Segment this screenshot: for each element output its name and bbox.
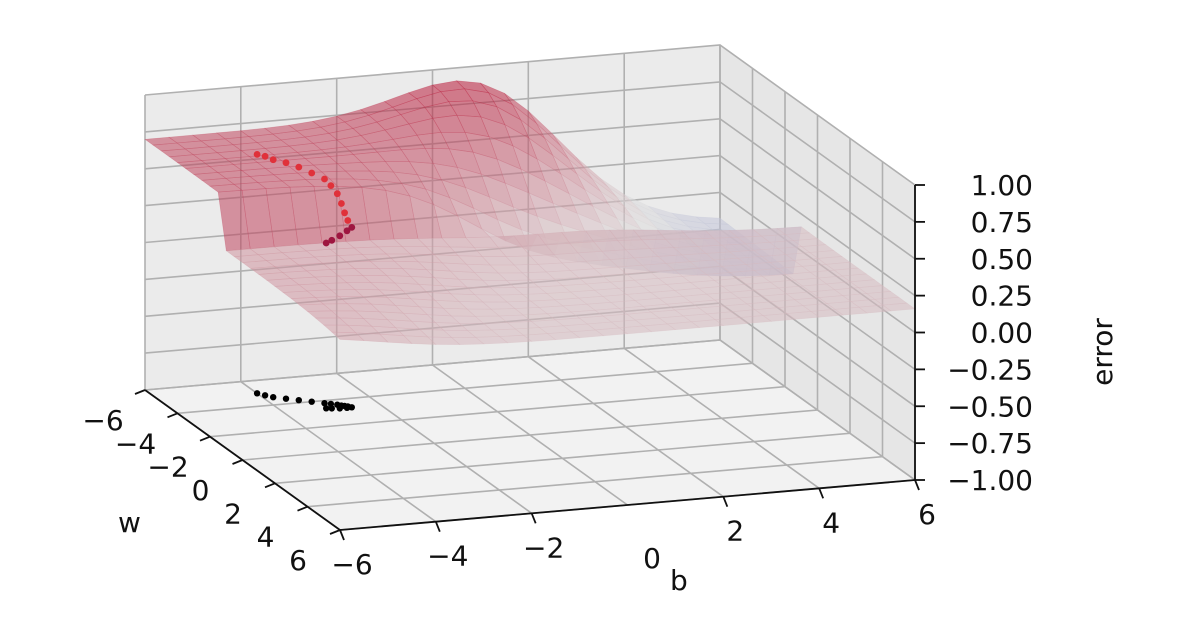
b-tick-label: −4 — [427, 540, 468, 573]
path-point — [343, 227, 351, 235]
z-tick-label: −0.50 — [947, 390, 1033, 423]
z-tick-label: 0.25 — [971, 280, 1033, 313]
z-tick-label: 0.50 — [971, 243, 1033, 276]
b-tick — [434, 521, 441, 533]
descent-path — [253, 151, 356, 247]
w-tick-label: 4 — [257, 521, 275, 554]
w-tick-label: 6 — [289, 544, 307, 577]
w-tick-label: −4 — [115, 427, 156, 460]
surface-patch — [666, 321, 701, 331]
gridline-z — [144, 81, 916, 223]
z-tick-label: −0.25 — [947, 353, 1033, 386]
path-point — [341, 209, 348, 217]
path-point — [322, 239, 330, 247]
w-tick — [232, 459, 243, 465]
shadow-point — [282, 395, 290, 402]
path-point — [336, 232, 344, 240]
z-tick-label: −0.75 — [947, 427, 1033, 460]
shadow-point — [295, 397, 302, 404]
w-tick-label: −6 — [82, 404, 123, 437]
surface-patch — [642, 323, 677, 333]
b-tick — [530, 512, 537, 524]
path-point — [282, 159, 290, 167]
x-axis-zero-label: 0 — [643, 542, 661, 575]
b-tick-label: −2 — [523, 531, 564, 564]
shadow-point — [270, 394, 277, 401]
surface-patch — [331, 331, 365, 342]
shadow-point — [261, 392, 269, 399]
w-tick-label: 2 — [224, 497, 242, 530]
b-tick-label: 6 — [918, 498, 936, 531]
gridline-z — [144, 339, 916, 481]
b-tick-label: −6 — [331, 548, 372, 581]
path-point — [308, 169, 316, 177]
w-tick — [297, 505, 308, 512]
shadow-point — [336, 405, 343, 412]
z-tick-label: −1.00 — [947, 464, 1033, 497]
w-tick — [134, 389, 146, 395]
surface-patch — [690, 319, 725, 328]
b-tick — [914, 479, 920, 491]
path-point — [333, 190, 341, 198]
path-point — [344, 217, 352, 224]
path-point — [321, 175, 328, 183]
path-point — [269, 156, 277, 164]
w-tick-label: −2 — [147, 451, 188, 484]
path-shadow — [253, 390, 355, 412]
shadow-point — [253, 390, 261, 397]
w-tick — [199, 435, 211, 442]
z-tick-label: 0.75 — [971, 206, 1033, 239]
surface-patch — [810, 308, 844, 318]
shadow-point — [321, 400, 328, 407]
error-surface — [144, 80, 916, 345]
path-point — [328, 236, 336, 244]
shadow-point — [323, 405, 330, 412]
b-tick-label: 4 — [822, 506, 840, 539]
w-tick-label: 0 — [192, 474, 210, 507]
path-point — [338, 200, 345, 207]
path-point — [327, 182, 335, 190]
shadow-point — [343, 404, 351, 411]
y-axis-label: w — [118, 506, 141, 539]
b-tick — [339, 529, 345, 541]
shadow-point — [328, 405, 335, 412]
gridline-z — [144, 44, 916, 186]
surface-patch — [450, 336, 485, 345]
path-point — [348, 224, 356, 231]
z-tick-label: 0.00 — [971, 317, 1033, 350]
tick-labels: −6 −4 −22 4 6−6−4−20246−1.00−0.75−0.50−0.250… — [82, 169, 1033, 581]
path-point — [253, 151, 261, 158]
path-point — [295, 163, 303, 171]
b-tick — [818, 487, 825, 499]
z-tick-label: 1.00 — [971, 169, 1033, 202]
path-point — [261, 152, 269, 160]
b-tick — [722, 496, 729, 508]
b-tick-label: 2 — [726, 515, 744, 548]
w-tick — [264, 482, 276, 489]
w-tick — [329, 529, 341, 535]
w-tick — [167, 412, 178, 419]
shadow-point — [308, 398, 315, 405]
z-axis-label: error — [1086, 318, 1119, 386]
shadow-point — [348, 404, 355, 411]
x-axis-label: b — [670, 564, 688, 597]
